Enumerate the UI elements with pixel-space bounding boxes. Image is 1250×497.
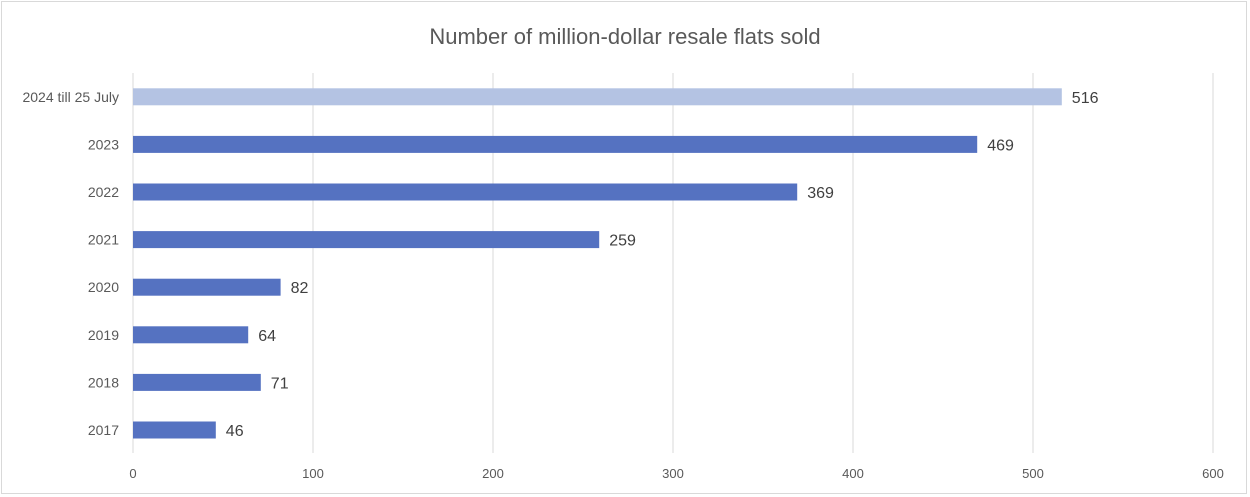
x-tick-label: 500 [1022, 466, 1044, 481]
bar [133, 183, 798, 201]
labels: 0 100 200 300 400 500 600 2024 till 25 July 516 2… [22, 89, 1223, 481]
bar [133, 135, 978, 153]
data-label: 46 [226, 423, 244, 440]
grid-lines [132, 73, 1214, 453]
bar [133, 278, 281, 296]
bars [133, 88, 1062, 439]
chart-title: Number of million-dollar resale flats so… [429, 24, 821, 49]
data-label: 516 [1072, 90, 1099, 107]
x-tick-label: 400 [842, 466, 864, 481]
category-label: 2022 [88, 184, 119, 200]
category-label: 2020 [88, 279, 119, 295]
x-tick-label: 100 [302, 466, 324, 481]
category-label: 2024 till 25 July [22, 89, 119, 105]
data-label: 469 [987, 137, 1014, 154]
data-label: 369 [807, 185, 834, 202]
bar [133, 373, 261, 391]
bar [133, 231, 600, 249]
data-label: 82 [291, 280, 309, 297]
category-label: 2023 [88, 136, 119, 152]
category-label: 2018 [88, 374, 119, 390]
bar [133, 88, 1062, 106]
category-label: 2017 [88, 422, 119, 438]
bar [133, 421, 216, 439]
bar [133, 326, 249, 344]
x-tick-label: 200 [482, 466, 504, 481]
data-label: 71 [271, 375, 289, 392]
category-label: 2021 [88, 232, 119, 248]
x-tick-label: 0 [129, 466, 136, 481]
x-tick-label: 600 [1202, 466, 1224, 481]
category-label: 2019 [88, 327, 119, 343]
x-tick-label: 300 [662, 466, 684, 481]
data-label: 64 [258, 328, 276, 345]
data-label: 259 [609, 233, 636, 250]
